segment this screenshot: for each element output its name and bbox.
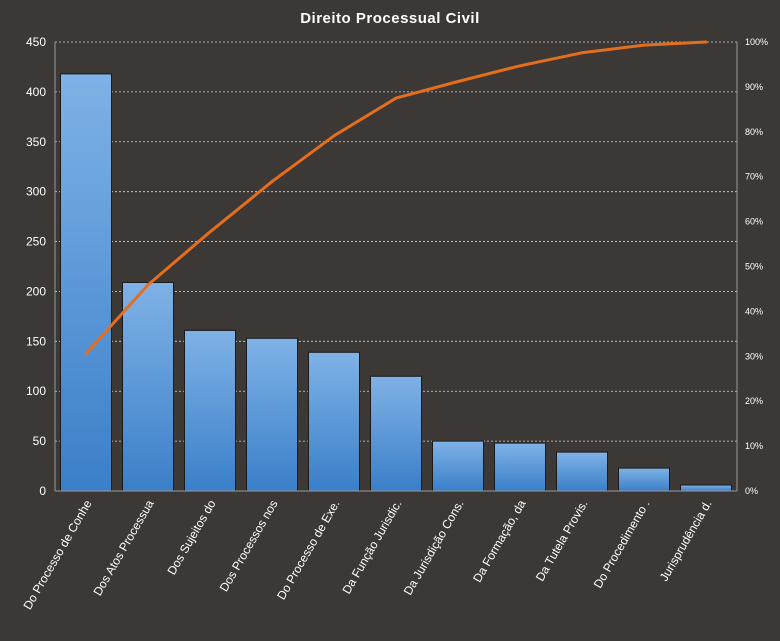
bar xyxy=(308,351,360,492)
bar xyxy=(494,442,546,492)
y2-axis-tick-label: 70% xyxy=(745,172,763,182)
y-axis-tick-label: 350 xyxy=(26,135,46,149)
bars xyxy=(60,73,732,492)
bar xyxy=(680,484,732,492)
y-axis-tick-label: 400 xyxy=(26,85,46,99)
y-axis-tick-label: 50 xyxy=(33,434,47,448)
x-axis-tick-label: Da Tutela Provis. xyxy=(533,498,591,584)
x-axis-tick-label: Dos Atos Processua xyxy=(90,497,156,598)
y2-axis-tick-label: 0% xyxy=(745,486,758,496)
x-axis-tick-label: Da Formação, da xyxy=(470,497,529,585)
y2-axis-tick-label: 40% xyxy=(745,306,763,316)
y2-axis-tick-label: 20% xyxy=(745,396,763,406)
y2-axis-tick-label: 80% xyxy=(745,127,763,137)
bar xyxy=(370,375,422,492)
cumulative-percentage-line xyxy=(84,40,708,356)
bar xyxy=(122,282,174,492)
cumulative-line-group xyxy=(84,40,708,356)
x-axis-tick-label: Dos Processos nos xyxy=(217,498,281,595)
x-axis-tick-label: Da Função Jurisdic. xyxy=(339,498,404,597)
x-axis-tick-label: Do Procedimento . xyxy=(591,498,653,591)
x-axis-tick-label: Dos Sujeitos do xyxy=(164,497,218,577)
y-axis-tick-label: 0 xyxy=(39,484,46,498)
bar xyxy=(246,337,298,492)
y-axis-tick-label: 300 xyxy=(26,185,46,199)
x-axis-tick-label: Do Processo de Exe. xyxy=(274,498,342,603)
x-axis-tick-label: Do Processo de Conhe xyxy=(20,497,94,612)
bar xyxy=(556,451,608,492)
x-axis-tick-label: Jurisprudência d. xyxy=(657,498,715,584)
y-axis-tick-label: 200 xyxy=(26,284,46,298)
x-axis-tick-label: Da Jurisdição Cons. xyxy=(401,498,467,598)
chart-title: Direito Processual Civil xyxy=(300,10,480,27)
y2-axis-tick-label: 60% xyxy=(745,217,763,227)
y-axis-tick-label: 150 xyxy=(26,334,46,348)
bar xyxy=(60,73,112,492)
bar xyxy=(184,329,236,492)
y2-axis-tick-label: 10% xyxy=(745,441,763,451)
y2-axis-tick-label: 50% xyxy=(745,262,763,272)
y2-axis-tick-label: 100% xyxy=(745,37,768,47)
y2-axis-tick-label: 30% xyxy=(745,351,763,361)
y2-axis-tick-label: 90% xyxy=(745,82,763,92)
bar xyxy=(432,440,484,492)
y-axis-tick-label: 250 xyxy=(26,235,46,249)
y-axis-tick-label: 450 xyxy=(26,35,46,49)
y-axis-tick-label: 100 xyxy=(26,384,46,398)
bar xyxy=(618,467,670,492)
